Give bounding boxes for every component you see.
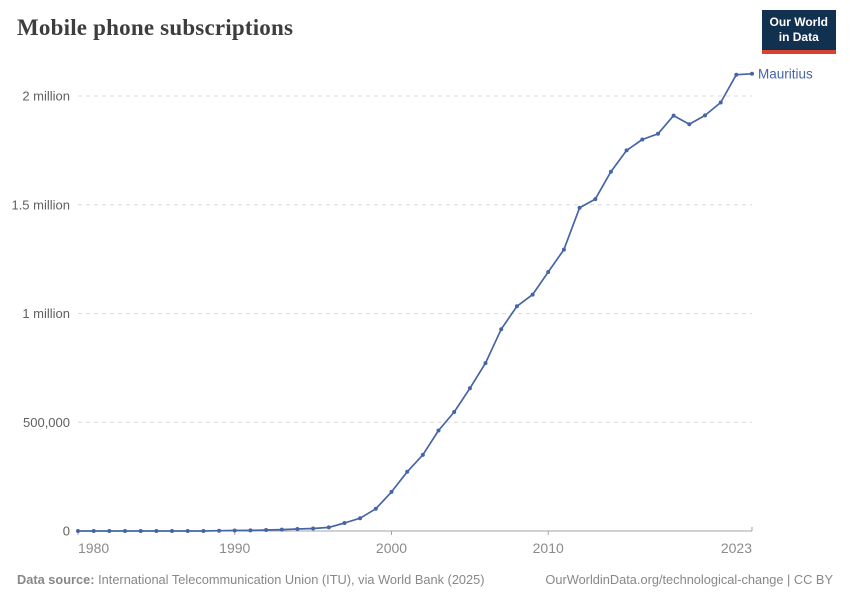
y-axis-tick-label: 1.5 million bbox=[11, 197, 70, 212]
data-point-1986[interactable] bbox=[170, 529, 174, 533]
y-axis-tick-label: 1 million bbox=[22, 306, 70, 321]
data-point-1980[interactable] bbox=[76, 529, 80, 533]
data-point-2020[interactable] bbox=[703, 113, 707, 118]
data-point-2011[interactable] bbox=[561, 247, 566, 252]
data-point-2001[interactable] bbox=[405, 469, 410, 474]
owid-logo-line1: Our World bbox=[769, 15, 828, 29]
data-point-1996[interactable] bbox=[326, 525, 331, 530]
data-point-1998[interactable] bbox=[358, 516, 363, 521]
data-point-2019[interactable] bbox=[687, 122, 692, 127]
x-axis-tick-label: 2023 bbox=[721, 540, 752, 556]
data-point-1984[interactable] bbox=[138, 529, 143, 533]
data-point-1999[interactable] bbox=[373, 506, 378, 511]
data-point-2016[interactable] bbox=[640, 137, 645, 142]
data-point-1991[interactable] bbox=[248, 528, 253, 533]
y-axis-tick-label: 2 million bbox=[22, 89, 70, 104]
chart-title: Mobile phone subscriptions bbox=[17, 15, 294, 40]
data-point-1981[interactable] bbox=[91, 529, 96, 533]
series-label-mauritius[interactable]: Mauritius bbox=[758, 66, 813, 81]
data-point-2000[interactable] bbox=[389, 489, 394, 494]
data-point-2009[interactable] bbox=[530, 292, 535, 297]
data-source-note: Data source: International Telecommunica… bbox=[17, 572, 485, 587]
data-point-2014[interactable] bbox=[608, 169, 613, 174]
chart-footer: Data source: International Telecommunica… bbox=[17, 572, 833, 587]
x-axis-tick-label: 1990 bbox=[219, 540, 250, 556]
data-point-2012[interactable] bbox=[577, 205, 582, 210]
data-point-1997[interactable] bbox=[342, 521, 347, 525]
data-source-label: Data source: bbox=[17, 572, 95, 587]
x-axis-tick-label: 1980 bbox=[78, 540, 109, 556]
data-point-2015[interactable] bbox=[624, 148, 629, 153]
data-source-text: International Telecommunication Union (I… bbox=[94, 572, 485, 587]
data-point-1985[interactable] bbox=[154, 529, 159, 533]
data-point-2004[interactable] bbox=[452, 410, 457, 414]
data-point-1987[interactable] bbox=[185, 529, 190, 533]
footer-link[interactable]: OurWorldinData.org/technological-change … bbox=[545, 572, 833, 587]
data-point-1992[interactable] bbox=[264, 528, 269, 532]
data-point-2023[interactable] bbox=[750, 71, 754, 76]
data-point-2013[interactable] bbox=[593, 197, 598, 202]
data-point-1994[interactable] bbox=[295, 527, 300, 531]
x-axis-tick-label: 2000 bbox=[376, 540, 407, 556]
series-line-mauritius[interactable] bbox=[77, 72, 753, 532]
data-point-2008[interactable] bbox=[514, 304, 519, 309]
y-axis-tick-label: 0 bbox=[63, 524, 70, 539]
data-point-2005[interactable] bbox=[467, 386, 472, 391]
data-point-2017[interactable] bbox=[656, 131, 660, 136]
data-point-2022[interactable] bbox=[734, 72, 739, 77]
data-point-2021[interactable] bbox=[718, 100, 723, 105]
owid-logo-line2: in Data bbox=[778, 30, 819, 45]
data-point-1982[interactable] bbox=[107, 529, 112, 533]
data-point-2003[interactable] bbox=[436, 428, 441, 433]
data-point-2018[interactable] bbox=[671, 113, 676, 118]
data-point-1989[interactable] bbox=[217, 528, 222, 533]
data-point-1983[interactable] bbox=[123, 529, 127, 533]
data-point-2002[interactable] bbox=[420, 452, 425, 457]
data-point-1990[interactable] bbox=[232, 528, 237, 533]
data-point-1995[interactable] bbox=[311, 526, 316, 531]
data-point-1993[interactable] bbox=[279, 527, 284, 532]
data-point-2010[interactable] bbox=[546, 270, 551, 274]
data-point-1988[interactable] bbox=[201, 529, 206, 533]
data-point-2006[interactable] bbox=[483, 361, 488, 366]
data-point-2007[interactable] bbox=[499, 327, 504, 332]
owid-logo[interactable]: Our World in Data bbox=[761, 10, 836, 54]
x-axis-tick-label: 2010 bbox=[533, 540, 564, 556]
y-axis-tick-label: 500,000 bbox=[23, 415, 70, 430]
